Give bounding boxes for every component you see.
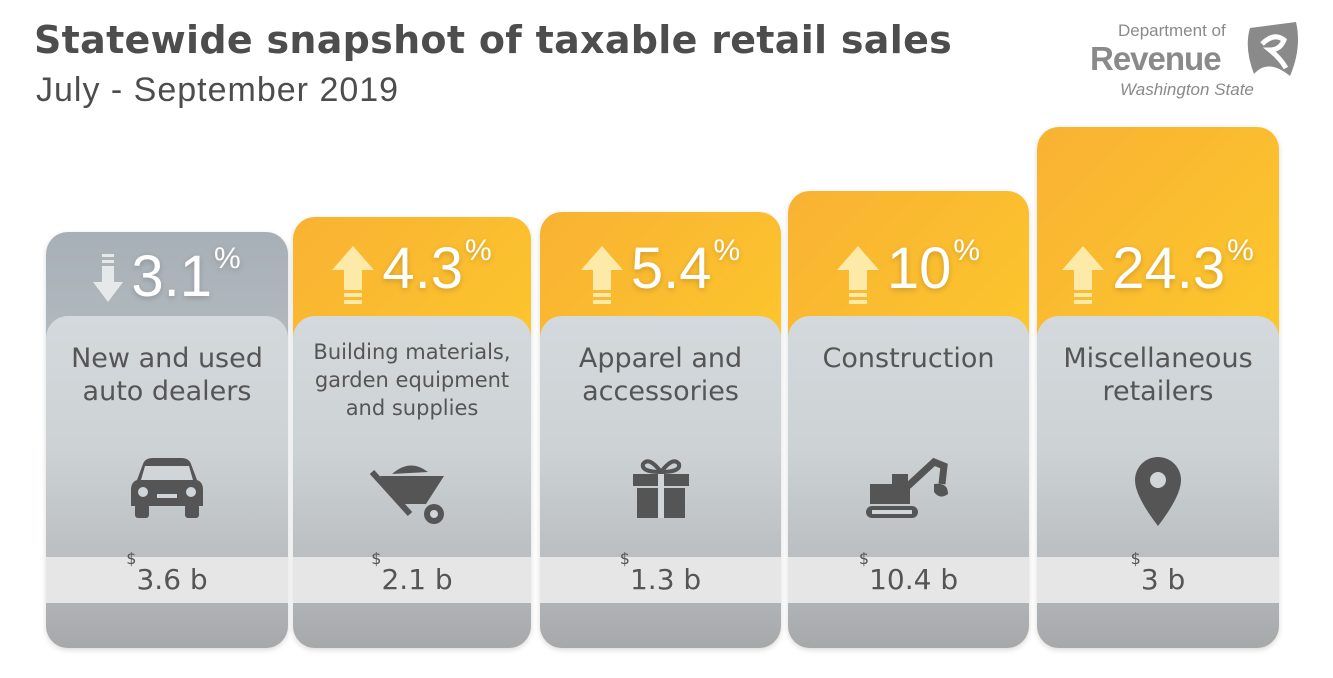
page-title: Statewide snapshot of taxable retail sal… (34, 18, 953, 62)
category-label: Building materials, garden equipment and… (313, 340, 511, 420)
arrow-up-icon (580, 246, 623, 308)
category-panel: Apparel and accessories $1.3 b (540, 316, 781, 648)
logo-line1: Department of (1118, 21, 1226, 40)
category-card: 3.1% New and used auto dealers $3.6 b (46, 232, 288, 648)
change-percent: 5.4% (630, 234, 741, 301)
car-icon (129, 456, 205, 524)
category-label: Apparel and accessories (578, 343, 743, 407)
logo-line2: Revenue (1090, 40, 1222, 77)
sales-value: $1.3 b (540, 551, 781, 603)
logo-mark-icon (1247, 22, 1298, 76)
category-label: New and used auto dealers (71, 343, 263, 407)
gift-icon (631, 456, 691, 524)
change-percent: 24.3% (1112, 234, 1254, 301)
page-subtitle: July - September 2019 (36, 71, 400, 109)
category-card: 24.3% Miscellaneous retailers $3 b (1037, 126, 1279, 648)
logo-line3: Washington State (1120, 80, 1254, 99)
change-percent: 10% (886, 234, 981, 301)
change-header: 3.1% (46, 242, 288, 309)
category-panel: Miscellaneous retailers $3 b (1037, 316, 1279, 648)
change-percent: 3.1% (131, 242, 241, 309)
category-panel: Building materials, garden equipment and… (293, 316, 531, 648)
excavator-icon (864, 456, 954, 526)
category-card: 5.4% Apparel and accessories $1.3 b (540, 211, 781, 648)
sales-value: $3 b (1037, 551, 1279, 603)
sales-value: $3.6 b (46, 551, 288, 603)
category-panel: New and used auto dealers $3.6 b (46, 316, 288, 648)
change-header: 10% (788, 234, 1029, 308)
arrow-up-icon (332, 246, 375, 308)
change-percent: 4.3% (382, 234, 492, 301)
map-pin-icon (1133, 456, 1183, 532)
category-card: 4.3% Building materials, garden equipmen… (293, 216, 531, 648)
arrow-up-icon (836, 246, 879, 308)
sales-value: $10.4 b (788, 551, 1029, 603)
sales-value: $2.1 b (293, 551, 531, 603)
dor-logo: Department of Revenue Washington State (1090, 22, 1305, 106)
category-label: Miscellaneous retailers (1063, 343, 1253, 407)
category-panel: Construction $10.4 b (788, 316, 1029, 648)
change-header: 5.4% (540, 234, 781, 308)
category-card: 10% Construction $10.4 b (788, 191, 1029, 648)
arrow-down-icon (93, 254, 124, 306)
wheelbarrow-icon (369, 456, 454, 532)
category-label: Construction (822, 343, 995, 374)
change-header: 4.3% (293, 234, 531, 308)
arrow-up-icon (1062, 246, 1105, 308)
change-header: 24.3% (1037, 234, 1279, 308)
